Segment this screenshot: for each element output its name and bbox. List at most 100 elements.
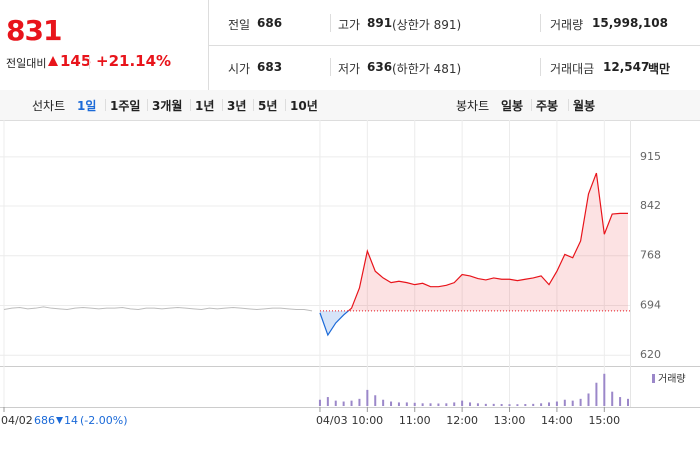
volume-bar: [437, 403, 440, 406]
divider: [531, 99, 532, 111]
change-label: 전일대비: [6, 57, 47, 70]
tab-group-label: 봉차트: [456, 99, 490, 113]
tab[interactable]: 주봉: [536, 99, 559, 113]
info-value: 15,998,108: [592, 16, 668, 30]
prev-change-pct: (-2.00%): [80, 414, 128, 427]
volume-bar: [532, 403, 535, 406]
y-tick-label: 768: [640, 249, 661, 262]
volume-bar: [587, 393, 590, 406]
divider: [222, 99, 223, 111]
volume-bar: [476, 403, 479, 406]
change-pct: +21.14%: [96, 52, 172, 70]
prev-change: 14: [64, 414, 78, 427]
tab[interactable]: 3년: [227, 99, 247, 113]
x-tick-label: 04/03: [316, 414, 348, 427]
volume-bar: [571, 400, 574, 406]
y-tick-label: 842: [640, 199, 661, 212]
volume-bar: [508, 404, 511, 406]
change: 145: [60, 52, 92, 70]
info-label: 시가: [228, 62, 251, 76]
volume-bar: [461, 400, 464, 406]
info-value: 12,547: [603, 60, 650, 74]
info-label: 거래량: [550, 18, 584, 32]
x-tick-label: 15:00: [588, 414, 620, 427]
volume-bar: [516, 404, 519, 406]
volume-bar: [563, 399, 566, 406]
volume-bar: [374, 395, 377, 406]
divider: [89, 55, 90, 69]
price-line-above: [347, 172, 628, 311]
x-tick-label: 10:00: [351, 414, 383, 427]
volume-bar: [382, 399, 385, 406]
up-icon: [48, 56, 58, 66]
volume-bar: [405, 402, 408, 406]
volume-bar: [595, 382, 598, 406]
legend-swatch: [652, 374, 655, 383]
chart: 915 842 768 694 620 04/02 04/03 10:00 11:00 12:00…: [0, 120, 700, 427]
volume-bar: [342, 401, 345, 406]
x-tick-label: 12:00: [446, 414, 478, 427]
divider: [105, 99, 106, 111]
divider: [540, 14, 541, 32]
info-label: 저가: [338, 62, 361, 76]
info-value: 686: [257, 16, 283, 30]
volume-bar: [358, 398, 361, 406]
area-above: [319, 173, 628, 311]
volume-bar: [445, 403, 448, 406]
volume-bar: [484, 403, 487, 406]
tab[interactable]: 10년: [290, 99, 318, 113]
price: 831: [6, 14, 62, 47]
tab[interactable]: 5년: [258, 99, 278, 113]
volume-bar: [413, 402, 416, 406]
volume-bar: [619, 397, 622, 406]
volume-bar: [453, 402, 456, 406]
legend-label: 거래량: [658, 373, 686, 385]
x-tick-label: 14:00: [541, 414, 573, 427]
x-tick-label: 04/02: [1, 414, 33, 427]
volume-bar: [524, 404, 527, 406]
volume-bar: [366, 389, 369, 406]
info-label: 전일: [228, 18, 251, 32]
divider: [285, 99, 286, 111]
divider: [147, 99, 148, 111]
info-label: 거래대금: [550, 62, 595, 76]
volume-bar: [421, 403, 424, 406]
volume-bar: [469, 402, 472, 406]
y-tick-label: 694: [640, 298, 661, 311]
volume-bar: [500, 404, 503, 406]
x-tick-label: 13:00: [494, 414, 526, 427]
info-note: (하한가 481): [392, 62, 462, 76]
tab[interactable]: 1일: [77, 99, 97, 113]
tab[interactable]: 월봉: [573, 99, 596, 113]
down-icon: [56, 417, 63, 424]
divider: [208, 45, 700, 46]
x-tick-label: 11:00: [399, 414, 431, 427]
tab[interactable]: 일봉: [501, 99, 524, 113]
divider: [568, 99, 569, 111]
volume-bar: [555, 401, 558, 406]
divider: [330, 14, 331, 32]
tab[interactable]: 3개월: [152, 99, 183, 113]
volume-bar: [611, 391, 614, 406]
volume-bar: [540, 403, 543, 406]
tab-group-label: 선차트: [32, 99, 66, 113]
tab[interactable]: 1주일: [110, 99, 141, 113]
y-tick-label: 620: [640, 348, 661, 361]
tab-bar: [0, 90, 700, 121]
price-line: [3, 306, 313, 312]
volume-bar: [548, 402, 551, 406]
volume-bar: [350, 400, 353, 406]
volume-bar: [492, 403, 495, 406]
volume-bar: [627, 398, 629, 406]
info-note: (상한가 891): [392, 18, 462, 32]
info-value: 683: [257, 60, 283, 74]
info-label: 고가: [338, 18, 361, 32]
tab[interactable]: 1년: [195, 99, 215, 113]
divider: [330, 58, 331, 76]
y-tick-label: 915: [640, 150, 661, 163]
info-value: 891: [367, 16, 393, 30]
volume-bar: [579, 398, 582, 406]
divider: [540, 58, 541, 76]
divider: [253, 99, 254, 111]
